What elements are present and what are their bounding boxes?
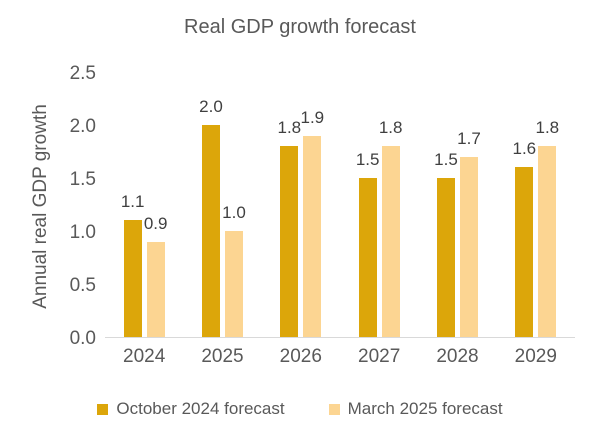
legend: October 2024 forecast March 2025 forecas…: [0, 399, 600, 419]
data-label-march-2025: 1.0: [222, 203, 246, 222]
y-tick-label: 1.0: [69, 222, 96, 243]
chart-title: Real GDP growth forecast: [184, 16, 416, 38]
bar-october-2028: [437, 178, 455, 337]
data-label-march-2027: 1.8: [378, 118, 403, 137]
data-label-october-2027: 1.5: [355, 150, 380, 169]
plot-area: 1.1 0.9 2.0 1.0 1.8 1.9 1.5 1.8 1.5 1.7 1.6 1.8: [105, 72, 575, 338]
data-label-october-2029: 1.6: [512, 139, 537, 158]
bar-march-2028: [460, 157, 478, 337]
x-tick-label-2028: 2028: [436, 346, 479, 367]
bar-october-2026: [280, 146, 299, 337]
x-tick-label-2029: 2029: [514, 346, 557, 367]
y-tick-label: 2.0: [69, 116, 96, 137]
data-label-october-2028: 1.5: [434, 150, 458, 169]
data-label-october-2025: 2.0: [199, 97, 223, 116]
y-tick-label: 0.5: [69, 275, 96, 296]
bar-march-2027: [381, 146, 400, 337]
bar-march-2029: [538, 146, 557, 337]
y-tick-label: 0.0: [69, 328, 96, 349]
y-axis-title: Annual real GDP growth: [30, 104, 51, 309]
legend-swatch-march-2025: [328, 403, 340, 415]
bar-march-2026: [303, 136, 322, 337]
x-tick-label-2027: 2027: [358, 346, 401, 367]
x-tick-label-2025: 2025: [201, 346, 244, 367]
data-label-march-2028: 1.7: [457, 129, 481, 148]
bar-october-2024: [123, 220, 142, 337]
data-label-march-2029: 1.8: [535, 118, 560, 137]
y-tick-label: 2.5: [69, 63, 96, 84]
legend-swatch-october-2024: [97, 403, 109, 415]
x-tick-label-2024: 2024: [123, 346, 166, 367]
x-tick-label-2026: 2026: [279, 346, 322, 367]
y-tick-label: 1.5: [69, 169, 96, 190]
x-axis-line: [105, 337, 575, 338]
bar-march-2025: [225, 231, 243, 337]
bar-march-2024: [146, 242, 165, 337]
legend-item-march-2025-forecast: March 2025 forecast: [328, 399, 503, 419]
legend-label: October 2024 forecast: [116, 399, 285, 418]
bar-october-2029: [515, 167, 534, 337]
legend-item-october-2024-forecast: October 2024 forecast: [97, 399, 285, 419]
data-label-march-2026: 1.9: [300, 108, 325, 127]
bar-october-2025: [202, 125, 220, 337]
bar-october-2027: [358, 178, 377, 337]
legend-label: March 2025 forecast: [347, 399, 503, 418]
data-label-october-2024: 1.1: [120, 192, 145, 211]
data-label-october-2026: 1.8: [277, 118, 302, 137]
data-label-march-2024: 0.9: [143, 214, 168, 233]
